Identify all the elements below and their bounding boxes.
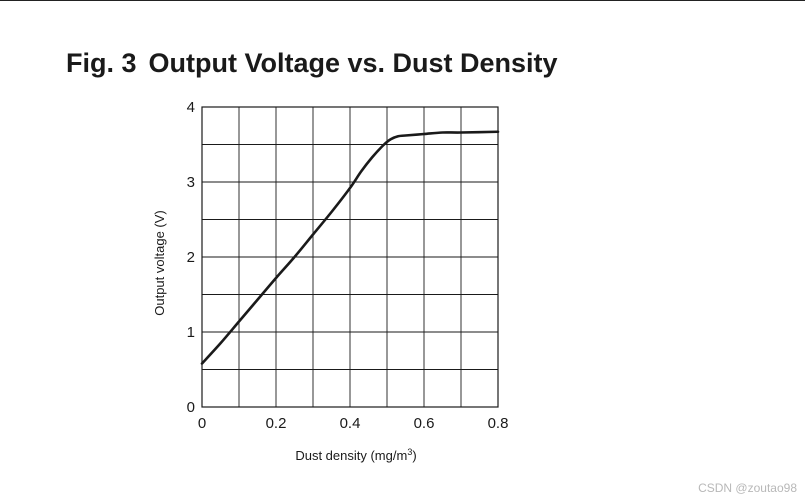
x-tick-label: 0.8 — [488, 415, 509, 432]
top-rule — [0, 0, 805, 1]
y-axis-label: Output voltage (V) — [152, 210, 167, 316]
y-tick-label: 4 — [187, 99, 195, 116]
y-tick-label: 1 — [187, 324, 195, 341]
x-axis-label: Dust density (mg/m3) — [295, 447, 416, 463]
tick-labels: 0 0.2 0.4 0.6 0.8 0 1 2 3 4 — [187, 99, 509, 432]
figure-number: Fig. 3 — [66, 48, 137, 78]
x-tick-label: 0.4 — [340, 415, 361, 432]
y-tick-label: 3 — [187, 174, 195, 191]
series-line-output-voltage — [200, 130, 500, 365]
figure-title: Fig. 3 Output Voltage vs. Dust Density — [66, 48, 558, 79]
x-axis-label-tail: ) — [412, 448, 416, 463]
y-tick-label: 0 — [187, 399, 195, 416]
plot-frame — [201, 106, 499, 408]
x-axis-label-superscript: 3 — [407, 447, 412, 457]
watermark: CSDN @zoutao98 — [698, 481, 797, 495]
y-tick-label: 2 — [187, 249, 195, 266]
figure-title-text: Output Voltage vs. Dust Density — [148, 48, 558, 78]
grid — [202, 107, 498, 407]
x-tick-label: 0 — [198, 415, 206, 432]
x-tick-label: 0.2 — [266, 415, 287, 432]
x-tick-label: 0.6 — [414, 415, 435, 432]
x-axis-label-base: Dust density (mg/m — [295, 448, 407, 463]
